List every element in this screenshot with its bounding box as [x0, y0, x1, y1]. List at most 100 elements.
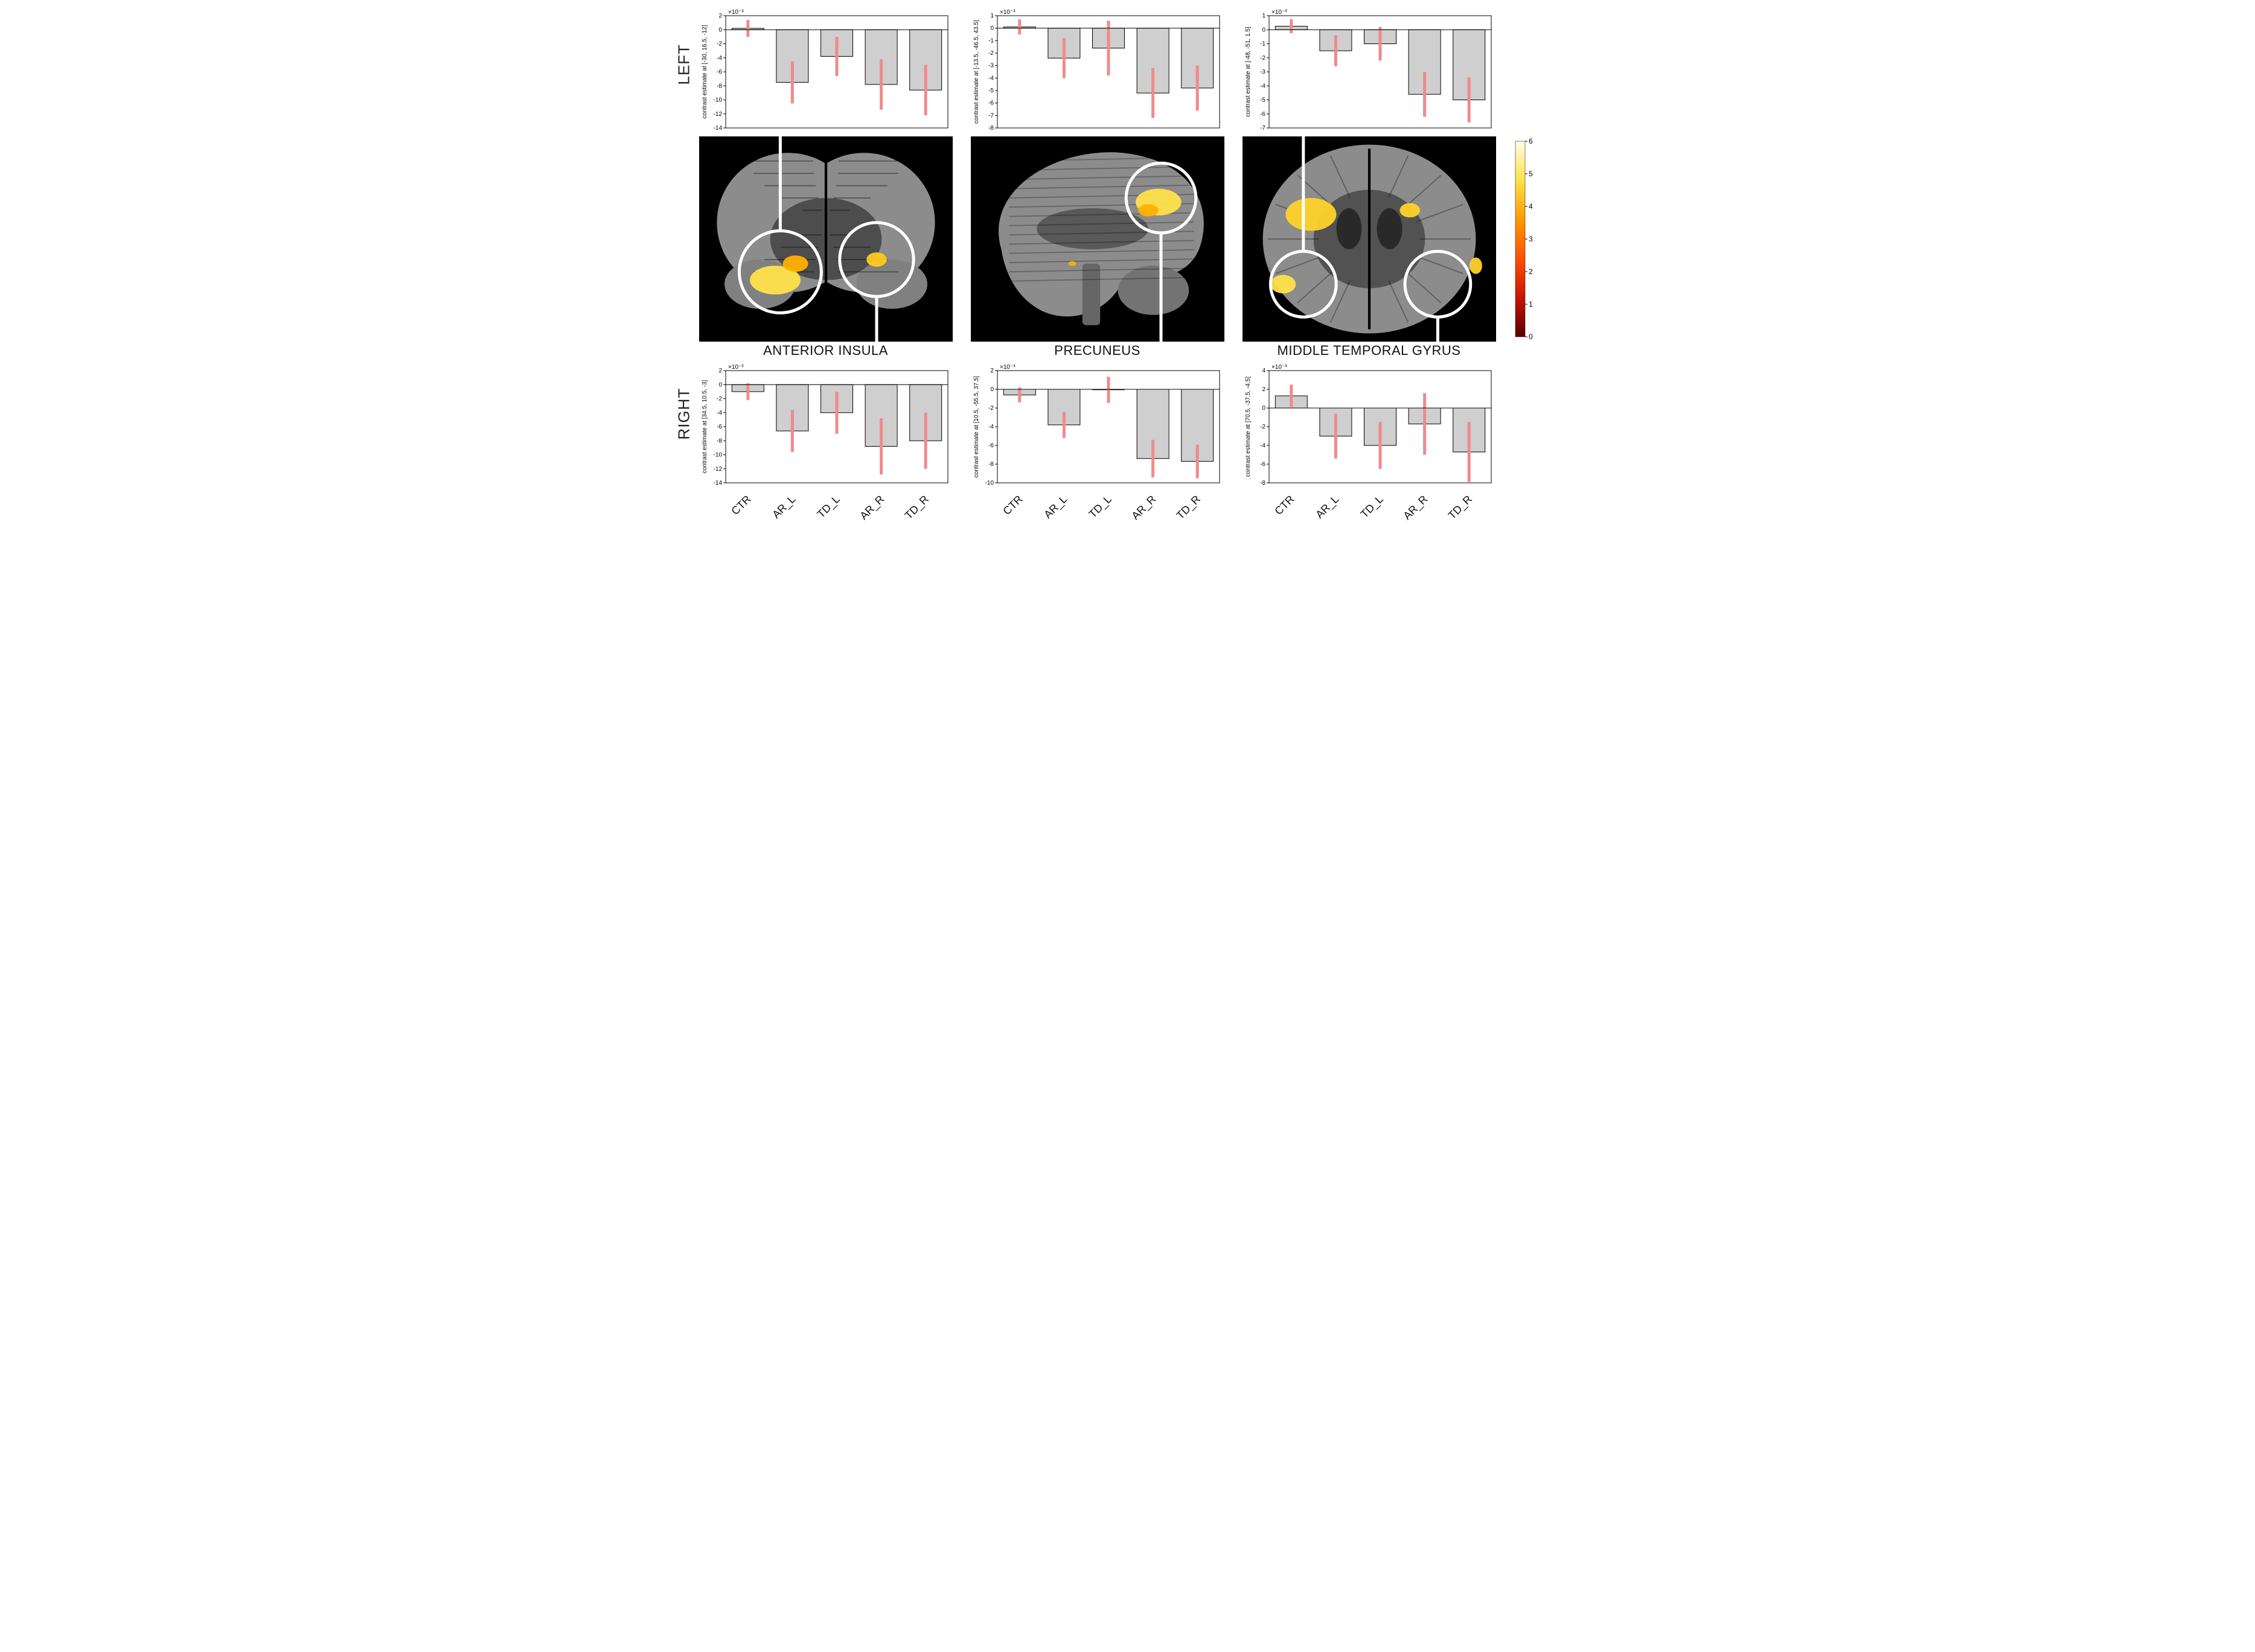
category-label: CTR — [1000, 493, 1025, 517]
svg-text:-7: -7 — [1260, 125, 1265, 132]
brain-silhouette — [999, 152, 1204, 325]
svg-text:-10: -10 — [985, 480, 994, 486]
colorbar: 0123456 — [1514, 136, 1538, 342]
svg-text:-5: -5 — [988, 88, 994, 94]
svg-text:-7: -7 — [988, 112, 994, 119]
activation-blob — [866, 252, 887, 267]
bottom-charts: -14-12-10-8-6-4-202×10⁻³contrast estimat… — [699, 361, 1587, 488]
svg-text:×10⁻³: ×10⁻³ — [1000, 364, 1016, 371]
chart-top-0: -14-12-10-8-6-4-202×10⁻³contrast estimat… — [699, 6, 953, 133]
top-row: LEFT -14-12-10-8-6-4-202×10⁻³contrast es… — [669, 6, 1587, 133]
svg-text:contrast estimate at [-30, 16.: contrast estimate at [-30, 16.5, -12] — [702, 25, 708, 118]
svg-text:-4: -4 — [988, 75, 994, 81]
activation-blob — [1399, 203, 1420, 218]
svg-text:1: 1 — [990, 13, 994, 19]
svg-text:×10⁻³: ×10⁻³ — [728, 9, 744, 16]
chart-bottom-0: -14-12-10-8-6-4-202×10⁻³contrast estimat… — [699, 361, 953, 488]
svg-text:4: 4 — [1529, 202, 1533, 211]
svg-text:-8: -8 — [717, 83, 722, 89]
svg-text:×10⁻³: ×10⁻³ — [728, 364, 744, 371]
category-label: AR_L — [770, 493, 798, 521]
x-labels: CTRAR_LTD_LAR_RTD_R — [971, 489, 1224, 531]
svg-text:-6: -6 — [988, 100, 994, 107]
svg-text:-12: -12 — [713, 466, 722, 473]
svg-text:2: 2 — [1529, 267, 1533, 276]
brain-row: ANTERIOR INSULA PRECUNEUS MIDDLE TEMPORA… — [699, 136, 1587, 359]
category-label: TD_R — [1174, 493, 1203, 522]
xlabels-1: CTRAR_LTD_LAR_RTD_R — [971, 489, 1224, 534]
side-label-right: RIGHT — [674, 409, 693, 439]
svg-text:-6: -6 — [717, 69, 722, 75]
svg-text:-1: -1 — [988, 37, 994, 44]
svg-text:-14: -14 — [713, 480, 722, 486]
svg-text:×10⁻³: ×10⁻³ — [1271, 364, 1287, 371]
svg-text:2: 2 — [718, 13, 722, 19]
xlabels-2: CTRAR_LTD_LAR_RTD_R — [1243, 489, 1496, 534]
brain-silhouette — [1262, 145, 1476, 334]
svg-text:-6: -6 — [717, 424, 722, 430]
svg-text:-2: -2 — [988, 405, 994, 412]
category-label: TD_R — [902, 493, 931, 522]
svg-text:contrast estimate at [70.5, -3: contrast estimate at [70.5, -37.5, -4.5] — [1245, 377, 1252, 477]
svg-text:1: 1 — [1262, 13, 1265, 19]
activation-blob — [1068, 261, 1076, 266]
category-label: AR_R — [1129, 493, 1159, 523]
category-label: CTR — [1272, 493, 1296, 517]
region-label-0: ANTERIOR INSULA — [699, 343, 953, 359]
bottom-row: RIGHT -14-12-10-8-6-4-202×10⁻³contrast e… — [669, 361, 1587, 488]
brain-image — [971, 136, 1224, 342]
bar-chart: -8-7-6-5-4-3-2-101×10⁻³contrast estimate… — [971, 6, 1224, 133]
xlabels-0: CTR AR_L TD_L AR_R TD_R — [699, 489, 953, 534]
category-label: TD_L — [814, 493, 842, 521]
chart-bottom-1: -10-8-6-4-202×10⁻³contrast estimate at [… — [971, 361, 1224, 488]
side-label-left: LEFT — [674, 54, 693, 85]
svg-text:5: 5 — [1529, 170, 1533, 178]
brain-image — [1243, 136, 1496, 342]
svg-text:×10⁻³: ×10⁻³ — [1271, 9, 1287, 16]
svg-text:-4: -4 — [1260, 442, 1265, 449]
brain-2: MIDDLE TEMPORAL GYRUS — [1243, 136, 1496, 359]
svg-text:0: 0 — [1262, 27, 1265, 33]
svg-text:3: 3 — [1529, 235, 1533, 243]
x-labels: CTR AR_L TD_L AR_R TD_R — [699, 489, 953, 531]
bar-chart: -8-6-4-2024×10⁻³contrast estimate at [70… — [1243, 361, 1496, 488]
chart-bottom-2: -8-6-4-2024×10⁻³contrast estimate at [70… — [1243, 361, 1496, 488]
category-label: AR_L — [1313, 493, 1342, 521]
svg-text:-4: -4 — [717, 410, 722, 416]
chart-top-2: -7-6-5-4-3-2-101×10⁻³contrast estimate a… — [1243, 6, 1496, 133]
category-label: AR_R — [1401, 493, 1430, 523]
svg-text:×10⁻³: ×10⁻³ — [1000, 9, 1016, 16]
svg-text:-3: -3 — [1260, 69, 1265, 75]
svg-text:2: 2 — [990, 368, 994, 374]
svg-text:contrast estimate at [-13.5, -: contrast estimate at [-13.5, -46.5, 43.5… — [973, 20, 980, 124]
svg-text:-6: -6 — [1260, 111, 1265, 118]
brain-0: ANTERIOR INSULA — [699, 136, 953, 359]
bar-chart: -14-12-10-8-6-4-202×10⁻³contrast estimat… — [699, 6, 953, 133]
activation-blob — [782, 255, 808, 272]
svg-text:-8: -8 — [717, 438, 722, 444]
svg-text:0: 0 — [1529, 333, 1533, 341]
activation-blob — [1285, 198, 1336, 231]
svg-text:-14: -14 — [713, 125, 722, 132]
bar-chart: -7-6-5-4-3-2-101×10⁻³contrast estimate a… — [1243, 6, 1496, 133]
svg-text:-6: -6 — [1260, 461, 1265, 468]
svg-text:2: 2 — [1262, 386, 1265, 393]
category-label: TD_R — [1445, 493, 1474, 522]
svg-text:-10: -10 — [713, 452, 722, 459]
category-label: TD_L — [1086, 493, 1114, 521]
svg-text:0: 0 — [718, 27, 722, 33]
svg-text:-3: -3 — [988, 63, 994, 69]
chart-top-1: -8-7-6-5-4-3-2-101×10⁻³contrast estimate… — [971, 6, 1224, 133]
svg-text:contrast estimate at [34.5, 10: contrast estimate at [34.5, 10.5, -3] — [702, 380, 708, 474]
category-label: CTR — [729, 493, 753, 517]
xlabels-row: CTRAR_LTD_LAR_RTD_R CTRAR_LTD_LAR_RTD_R … — [699, 489, 1587, 534]
svg-text:contrast estimate at [-48, -51: contrast estimate at [-48, -51, 1.5] — [1245, 27, 1252, 117]
svg-text:1: 1 — [1529, 300, 1533, 308]
svg-text:-1: -1 — [1260, 41, 1265, 48]
svg-text:-8: -8 — [1260, 480, 1265, 486]
svg-text:-8: -8 — [988, 461, 994, 468]
svg-text:-2: -2 — [717, 41, 722, 48]
svg-text:-2: -2 — [1260, 55, 1265, 62]
svg-text:-8: -8 — [988, 125, 994, 132]
category-label: AR_R — [857, 493, 887, 523]
